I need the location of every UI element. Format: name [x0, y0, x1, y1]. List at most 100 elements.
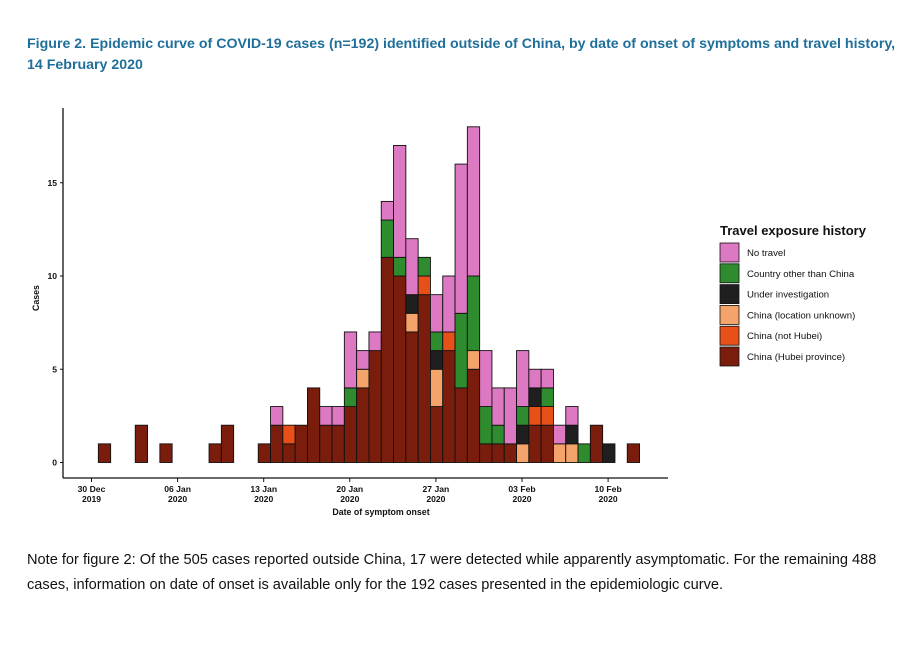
bar-segment-day16-china-hubei-province: [294, 424, 308, 463]
x-tick-label: 13 Jan: [250, 484, 277, 494]
bar-segment-day30-country-other-than-china: [466, 275, 481, 352]
bar-segment-day39-country-other-than-china: [577, 443, 591, 463]
legend-label-china-location-unknown: China (location unknown): [747, 310, 855, 321]
legend-swatch-china-hubei-province: [719, 346, 740, 367]
bar-segment-day23-china-hubei-province: [380, 256, 395, 463]
bar-segment-day23-country-other-than-china: [380, 219, 395, 258]
legend-items: No travel Country other than China Under i…: [719, 242, 855, 367]
x-tick-year: 2019: [82, 494, 101, 504]
x-tick-label: 20 Jan: [336, 484, 363, 494]
bar-segment-day13-china-hubei-province: [257, 443, 272, 463]
bar-segment-day20-no-travel: [343, 331, 358, 389]
bar-segment-day36-no-travel: [540, 368, 554, 389]
bar-segment-day35-china-not-hubei: [528, 406, 542, 426]
legend-label-country-other-than-china: Country other than China: [747, 269, 855, 280]
legend-swatch-under-investigation: [719, 284, 740, 305]
bar-segment-day29-china-hubei-province: [454, 387, 468, 463]
legend: Travel exposure history No travel Country…: [719, 223, 867, 367]
bar-segment-day43-china-hubei-province: [626, 443, 641, 463]
bar-segment-day34-no-travel: [516, 350, 530, 408]
bar-segment-day29-no-travel: [454, 163, 468, 314]
y-tick-label: 5: [52, 364, 57, 374]
bar-segment-day30-china-hubei-province: [466, 368, 481, 463]
bar-segment-day27-china-location-unknown: [430, 368, 444, 407]
legend-title: Travel exposure history: [720, 223, 867, 238]
bar-segment-day28-china-hubei-province: [442, 350, 456, 463]
bar-segment-day14-no-travel: [270, 406, 284, 426]
bar-segment-day35-under-investigation: [528, 387, 542, 407]
y-tick-label: 10: [47, 271, 57, 281]
x-tick-year: 2020: [254, 494, 273, 504]
x-tick-year: 2020: [168, 494, 187, 504]
bar-segment-day31-no-travel: [479, 350, 493, 408]
bar-segment-day36-country-other-than-china: [540, 387, 554, 407]
bar-segment-day9-china-hubei-province: [208, 443, 222, 463]
bar-segment-day36-china-hubei-province: [540, 424, 554, 463]
bar-segment-day19-no-travel: [331, 406, 345, 426]
bar-segment-day18-no-travel: [319, 406, 333, 426]
bar-segment-day5-china-hubei-province: [159, 443, 173, 463]
x-tick-label: 30 Dec: [78, 484, 106, 494]
bar-segment-day38-no-travel: [565, 406, 579, 426]
bar-segment-day37-china-location-unknown: [553, 443, 567, 463]
bar-segment-day34-country-other-than-china: [516, 406, 530, 426]
bar-segment-day15-china-hubei-province: [282, 443, 296, 463]
x-tick-label: 06 Jan: [164, 484, 191, 494]
bar-segment-day27-no-travel: [430, 294, 444, 333]
bar-segment-day36-china-not-hubei: [540, 406, 554, 426]
y-tick-label: 0: [52, 458, 57, 468]
bar-segment-day25-china-location-unknown: [405, 312, 419, 333]
x-axis-label: Date of symptom onset: [332, 507, 429, 517]
bar-segment-day25-under-investigation: [405, 294, 419, 314]
x-tick-label: 10 Feb: [594, 484, 621, 494]
bar-segment-day28-china-not-hubei: [442, 331, 456, 352]
figure-note: Note for figure 2: Of the 505 cases repo…: [27, 552, 877, 593]
figure-title: Figure 2. Epidemic curve of COVID-19 cas…: [27, 36, 896, 73]
bar-segment-day17-china-hubei-province: [307, 387, 321, 463]
legend-label-no-travel: No travel: [747, 248, 785, 259]
bar-segment-day34-under-investigation: [516, 424, 530, 445]
bar-segment-day20-china-hubei-province: [343, 406, 358, 463]
bar-segment-day33-no-travel: [503, 387, 518, 445]
bar-segment-day26-country-other-than-china: [417, 256, 431, 277]
bar-segment-day10-china-hubei-province: [220, 424, 235, 463]
x-tick-label: 03 Feb: [508, 484, 535, 494]
bar-segment-day33-china-hubei-province: [503, 443, 518, 463]
bar-segment-day21-china-hubei-province: [356, 387, 370, 463]
bar-segment-day26-china-not-hubei: [417, 275, 431, 296]
bar-segment-day24-no-travel: [393, 144, 407, 258]
bar-segment-day38-under-investigation: [565, 424, 579, 445]
x-tick-year: 2020: [512, 494, 531, 504]
bar-segment-day3-china-hubei-province: [134, 424, 149, 463]
plot-area: [97, 126, 641, 463]
bar-segment-day35-no-travel: [528, 368, 542, 389]
bar-segment-day31-china-hubei-province: [479, 443, 493, 463]
bar-segment-day27-china-hubei-province: [430, 406, 444, 463]
bar-segment-day31-country-other-than-china: [479, 406, 493, 445]
legend-swatch-no-travel: [719, 242, 740, 263]
bar-segment-day41-under-investigation: [602, 443, 616, 463]
bar-segment-day32-country-other-than-china: [491, 424, 505, 445]
x-tick-label: 27 Jan: [423, 484, 450, 494]
bar-segment-day24-country-other-than-china: [393, 256, 407, 277]
x-tick-year: 2020: [426, 494, 445, 504]
bar-segment-day27-country-other-than-china: [430, 331, 444, 352]
x-tick-year: 2020: [599, 494, 618, 504]
bar-segment-day34-china-location-unknown: [516, 443, 530, 463]
bar-segment-day22-no-travel: [368, 331, 382, 352]
bar-segment-day30-no-travel: [466, 126, 481, 277]
bar-segment-day25-no-travel: [405, 238, 419, 296]
bar-segment-day20-country-other-than-china: [343, 387, 358, 407]
bar-segment-day35-china-hubei-province: [528, 424, 542, 463]
y-tick-label: 15: [47, 178, 57, 188]
bar-segment-day27-under-investigation: [430, 350, 444, 370]
bar-segment-day23-no-travel: [380, 200, 395, 221]
y-ticks: 0 5 10 15: [47, 178, 63, 468]
bar-segment-day14-china-hubei-province: [270, 424, 284, 463]
bar-segment-day18-china-hubei-province: [319, 424, 333, 463]
legend-label-under-investigation: Under investigation: [747, 290, 829, 301]
legend-swatch-country-other-than-china: [719, 263, 740, 284]
bar-segment-day19-china-hubei-province: [331, 424, 345, 463]
